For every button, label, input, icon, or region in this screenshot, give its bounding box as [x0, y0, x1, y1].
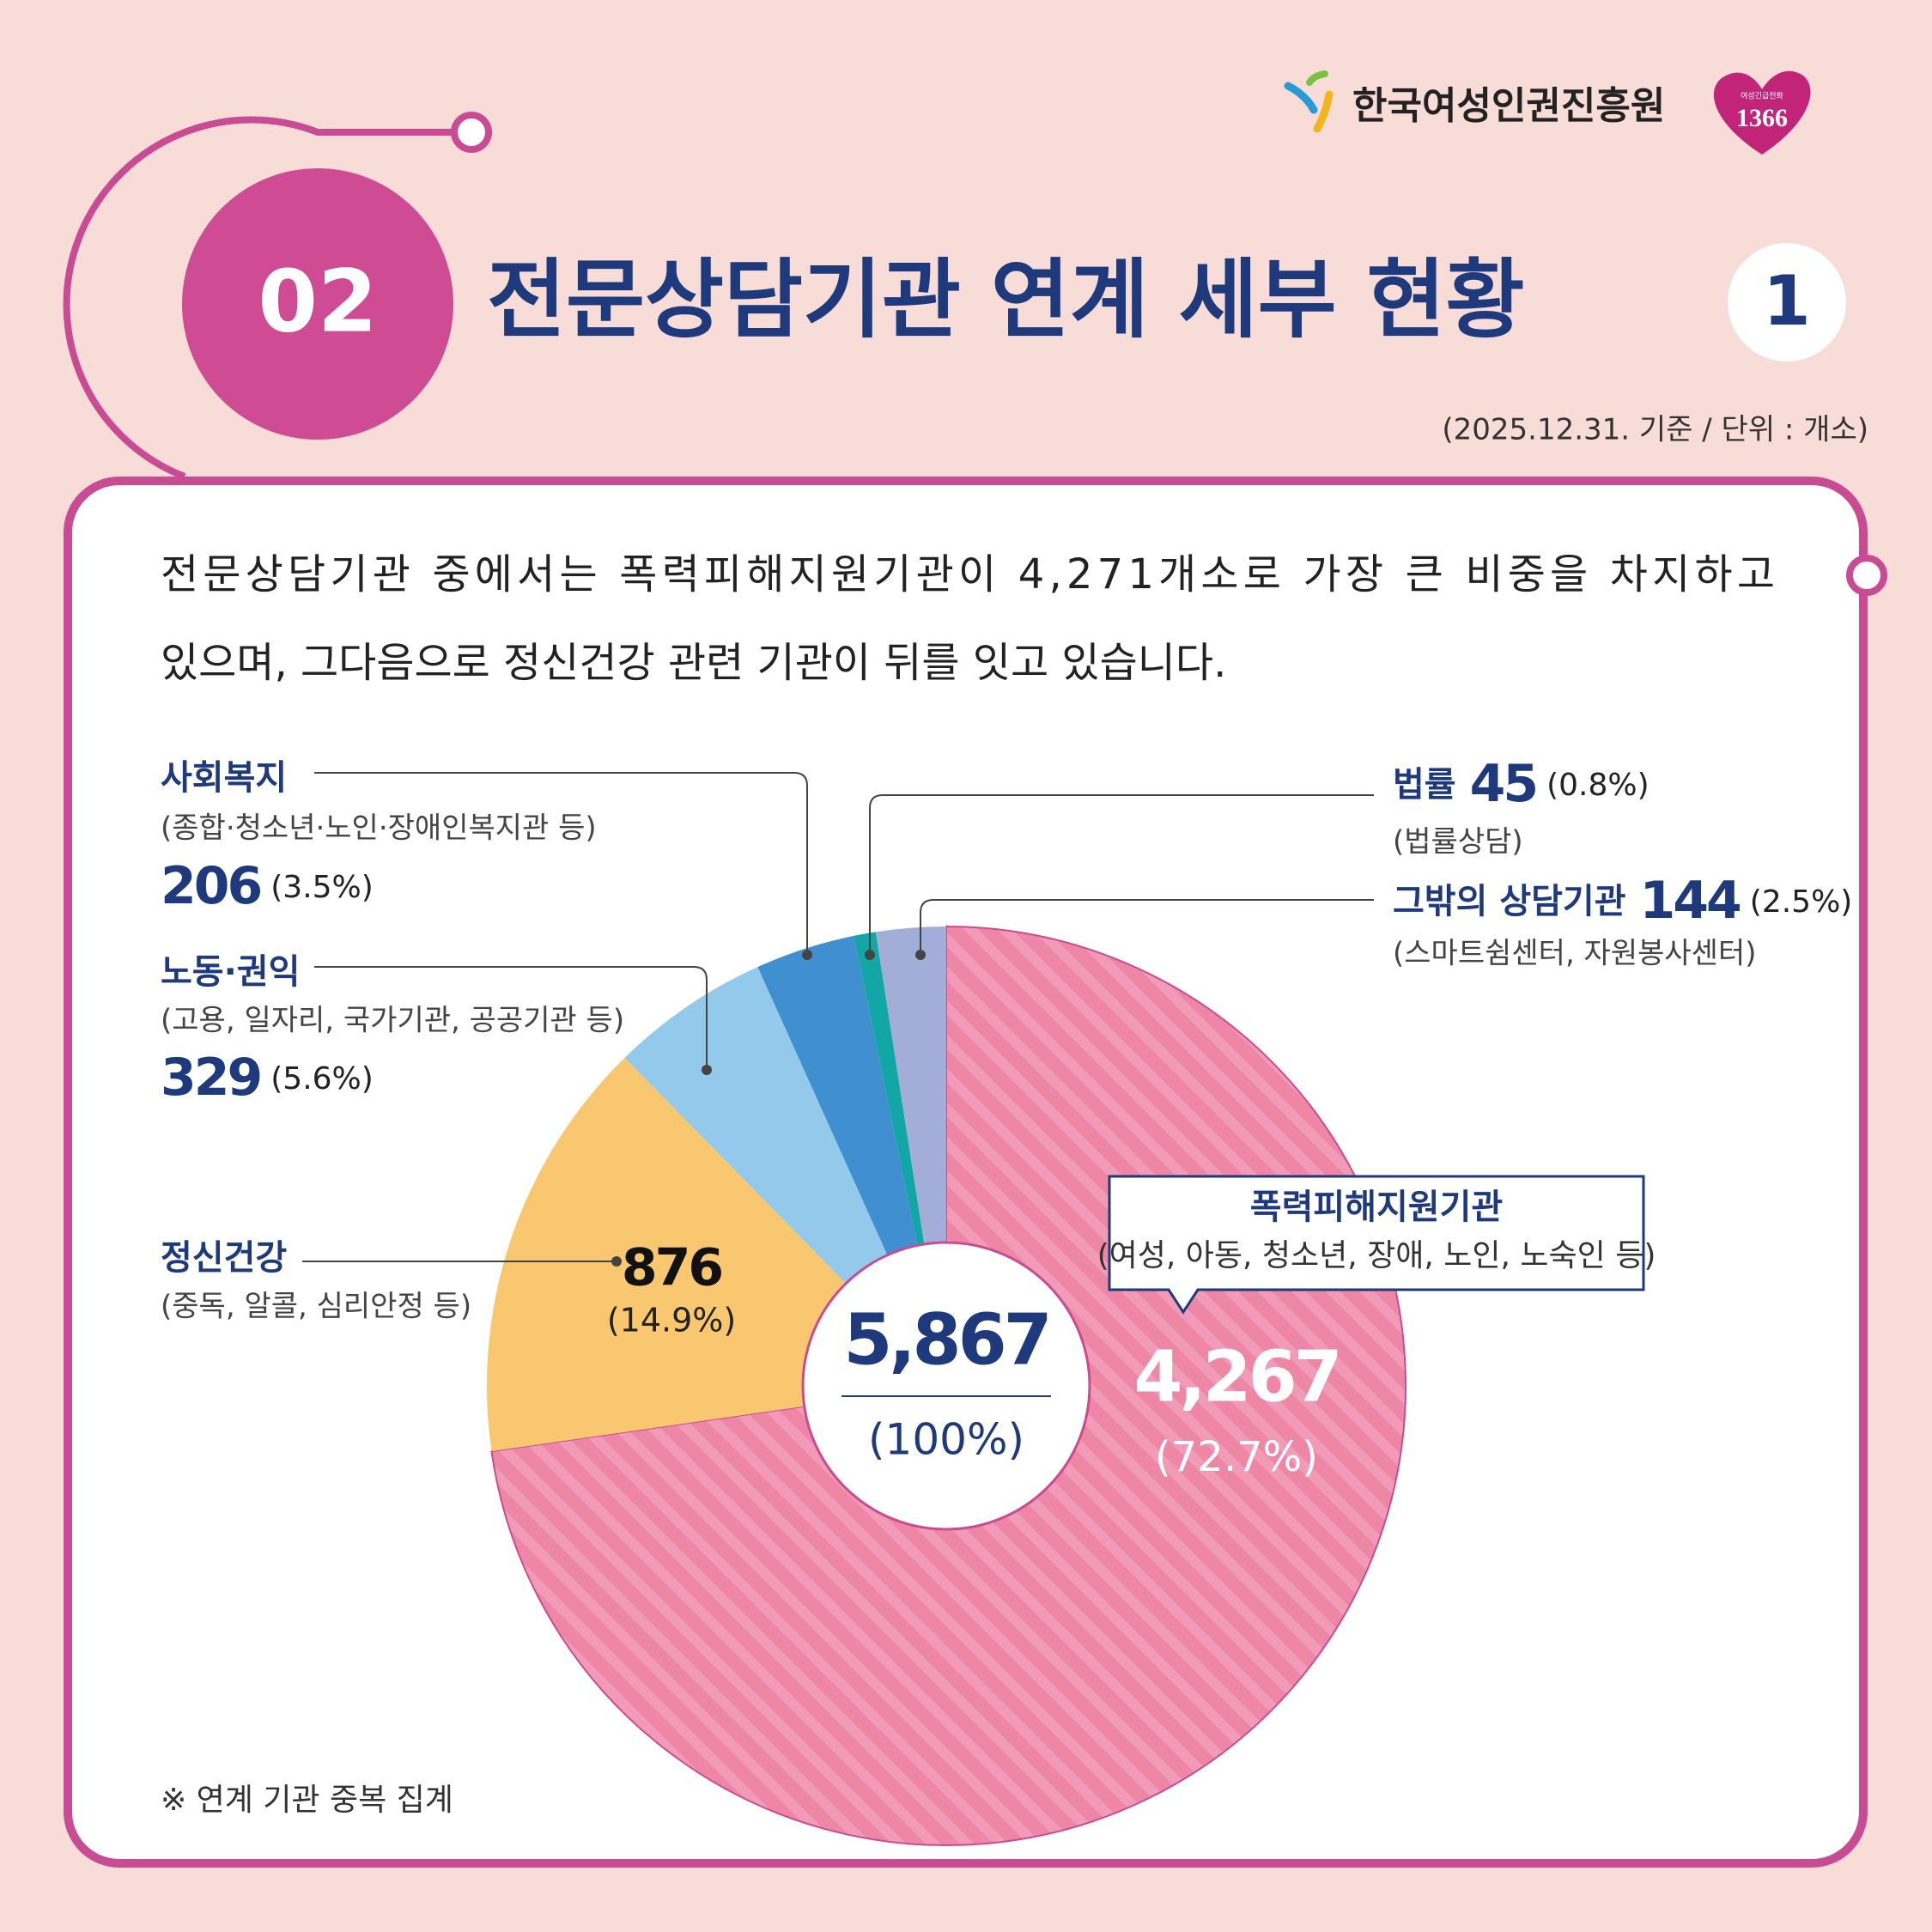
leader-dot: [865, 950, 875, 960]
share-label: (3.5%): [270, 870, 374, 905]
number-badge: [182, 168, 453, 440]
leader-line: [314, 966, 708, 1070]
value-label: 144: [1640, 871, 1740, 931]
category-label: 법률: [1393, 765, 1456, 805]
share-label: (72.7%): [1155, 1433, 1318, 1481]
leader-dot: [702, 1065, 712, 1075]
category-label: 정신건강: [161, 1238, 287, 1278]
logo: 한국여성인권진흥원 여성긴급전화 1366: [1284, 70, 1811, 155]
category-label: 그밖의 상담기관: [1393, 882, 1626, 921]
description-line: 있으며, 그다음으로 정신건강 관련 기관이 뒤를 잇고 있습니다.: [161, 639, 1226, 687]
org-name: 한국여성인권진흥원: [1352, 84, 1665, 128]
category-note: (여성, 아동, 청소년, 장애, 노인, 노숙인 등): [1097, 1238, 1656, 1273]
leader-line: [920, 899, 1374, 955]
value-label: 876: [622, 1238, 721, 1298]
title-index: 1: [1763, 261, 1811, 341]
deco-ring: [451, 112, 492, 153]
share-label: (5.6%): [270, 1061, 374, 1097]
title-index-badge: [1728, 243, 1846, 361]
leader-dot: [611, 1256, 622, 1267]
category-note: (고용, 일자리, 국가기관, 공공기관 등): [161, 1004, 624, 1038]
share-label: (2.5%): [1750, 884, 1853, 920]
leader-dot: [802, 950, 812, 960]
category-label: 폭력피해지원기관: [1250, 1188, 1503, 1227]
label-line: 법률 45 (0.8%): [1393, 754, 1649, 814]
section-number: 02: [258, 251, 377, 351]
page-title: 전문상담기관 연계 세부 현황: [487, 249, 1524, 349]
footnote: ※ 연계 기관 중복 집계: [161, 1783, 453, 1818]
category-note: (법률상담): [1393, 825, 1523, 860]
hotline-name: 여성긴급전화: [1741, 91, 1783, 101]
callout-box: [1108, 1175, 1645, 1315]
unit-note: (2025.12.31. 기준 / 단위 : 개소): [1442, 413, 1868, 447]
description-line: 전문상담기관 중에서는 폭력피해지원기관이 4,271개소로 가장 큰 비중을 …: [161, 550, 1775, 598]
center-disk: [801, 1241, 1091, 1531]
leader-line: [869, 794, 1374, 955]
category-note: (종합·청소년·노인·장애인복지관 등): [161, 811, 597, 846]
value-line: 206 (3.5%): [161, 856, 374, 916]
leader-dot: [915, 950, 926, 960]
value-line: 329 (5.6%): [161, 1048, 374, 1108]
value-label: 329: [161, 1048, 260, 1108]
leader-line: [314, 772, 808, 955]
value-label: 206: [161, 856, 260, 916]
share-label: (0.8%): [1546, 768, 1649, 803]
deco-line: [63, 116, 471, 480]
total-value: 5,867: [843, 1299, 1048, 1381]
category-label: 노동·권익: [161, 952, 300, 992]
category-note: (스마트쉼센터, 자원봉사센터): [1393, 937, 1757, 971]
share-label: (14.9%): [607, 1302, 736, 1340]
total-share: (100%): [868, 1415, 1024, 1465]
hotline-number: 1366: [1736, 104, 1788, 132]
label-line: 그밖의 상담기관 144 (2.5%): [1393, 871, 1852, 931]
deco-ring: [1846, 555, 1887, 596]
value-label: 45: [1470, 754, 1537, 814]
chart: 5,867 (100%) 폭력피해지원기관 (여성, 아동, 청소년, 장애, 노인,…: [161, 754, 1852, 1846]
category-note: (중독, 알콜, 심리안정 등): [161, 1290, 471, 1324]
category-label: 사회복지: [161, 758, 287, 798]
value-label: 4,267: [1133, 1336, 1339, 1418]
